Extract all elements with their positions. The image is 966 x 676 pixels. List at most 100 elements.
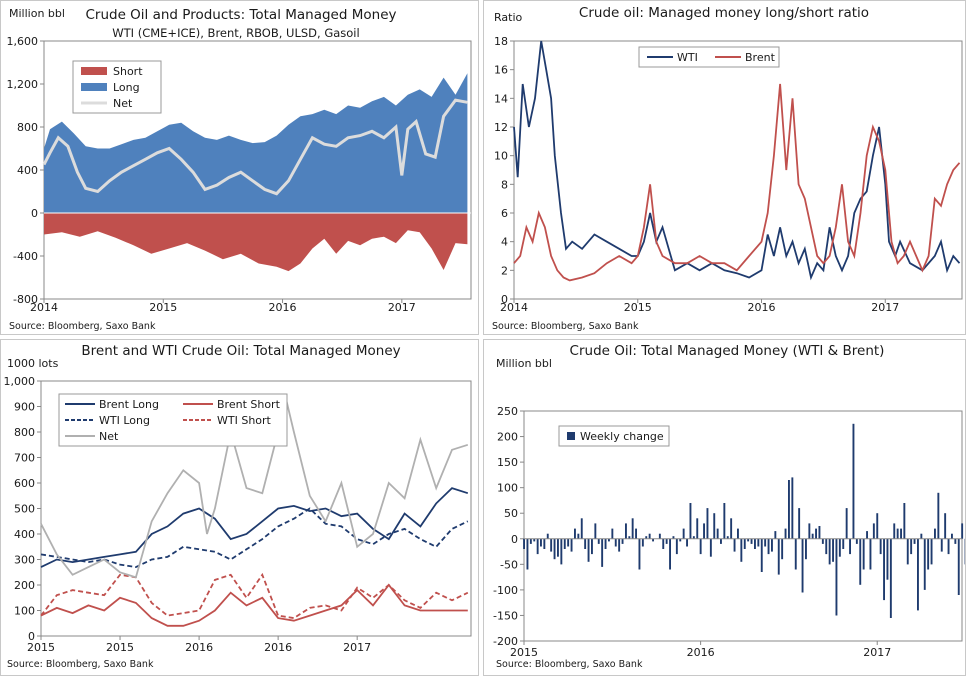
weekly-change-bar	[893, 523, 896, 539]
weekly-change-bar	[947, 538, 950, 555]
y-axis-label: Million bbl	[9, 7, 65, 20]
x-tick-label: 2017	[871, 301, 899, 314]
weekly-change-bar	[889, 538, 892, 618]
x-tick-label: 2016	[748, 301, 776, 314]
chart-subtitle: WTI (CME+ICE), Brent, RBOB, ULSD, Gasoil	[112, 26, 359, 40]
weekly-change-bar	[737, 528, 739, 539]
area-long	[44, 73, 468, 213]
weekly-change-bar	[665, 538, 668, 544]
y-axis-label: Ratio	[494, 11, 523, 24]
weekly-change-bar	[733, 538, 736, 552]
weekly-change-bar	[709, 538, 712, 557]
weekly-change-bar	[608, 538, 610, 542]
weekly-change-bar	[604, 538, 607, 549]
y-tick-label: 6	[501, 207, 508, 220]
weekly-change-bar	[760, 538, 763, 572]
weekly-change-bar	[543, 538, 546, 549]
weekly-change-bar	[540, 538, 542, 547]
panel-brent-wti-managed-money: 1,000 900 800 700 600 500 400 300 200 100 0 2015 201…	[0, 339, 479, 676]
x-tick-label: 2015	[106, 641, 134, 654]
weekly-change-bar	[703, 523, 705, 539]
y-tick-label: 400	[17, 164, 38, 177]
weekly-change-bar	[835, 538, 838, 616]
weekly-change-bar	[849, 538, 851, 555]
area-short	[44, 213, 468, 272]
y-tick-label: 12	[494, 121, 508, 134]
y-tick-label: 16	[494, 64, 508, 77]
weekly-change-bar	[567, 538, 570, 547]
weekly-change-bar	[577, 533, 580, 539]
x-tick-label: 2015	[149, 301, 177, 314]
weekly-change-bar	[597, 538, 600, 544]
weekly-change-bar	[621, 538, 624, 544]
weekly-change-bar	[574, 528, 576, 539]
weekly-change-bar	[777, 538, 780, 575]
weekly-change-bar	[825, 538, 828, 555]
weekly-change-bar	[944, 513, 947, 539]
weekly-change-bar	[706, 508, 709, 539]
weekly-change-bar	[764, 538, 767, 547]
y-tick-label: 100	[497, 482, 518, 495]
weekly-change-bar	[692, 536, 695, 539]
weekly-change-bar	[862, 538, 865, 570]
y-tick-label: 2	[501, 264, 508, 277]
weekly-change-bar	[645, 536, 648, 539]
y-tick-label: 0	[511, 533, 518, 546]
line-net	[42, 98, 468, 196]
weekly-change-bar	[635, 528, 637, 539]
weekly-change-bar	[720, 538, 722, 544]
weekly-change-bar	[801, 538, 804, 593]
weekly-change-bar	[611, 528, 614, 539]
x-tick-label: 2017	[343, 641, 371, 654]
weekly-change-bar	[662, 538, 665, 549]
weekly-change-bar	[614, 538, 617, 547]
weekly-change-bar	[625, 523, 627, 539]
x-tick-label: 2017	[388, 301, 416, 314]
source-note: Source: Bloomberg, Saxo Bank	[7, 659, 154, 670]
weekly-change-bar	[937, 492, 940, 539]
weekly-change-bar	[964, 538, 965, 565]
weekly-change-bar	[794, 538, 797, 570]
weekly-change-bar	[601, 538, 604, 567]
y-tick-label: 150	[497, 456, 518, 469]
legend-swatch-long	[81, 83, 107, 91]
weekly-change-bar	[927, 538, 930, 570]
weekly-change-bar	[940, 538, 943, 552]
weekly-change-bar	[815, 528, 817, 539]
legend-swatch-short	[81, 67, 107, 75]
weekly-change-bar	[757, 538, 760, 547]
weekly-change-bar	[920, 533, 923, 539]
chart-title: Brent and WTI Crude Oil: Total Managed M…	[81, 343, 400, 359]
weekly-change-bar	[845, 508, 848, 539]
legend-box	[558, 425, 670, 447]
weekly-change-bar	[855, 538, 858, 544]
weekly-change-bar	[631, 518, 634, 539]
x-tick-label: 2016	[687, 646, 715, 659]
weekly-change-bar	[859, 538, 862, 585]
weekly-change-bar	[828, 538, 831, 565]
weekly-change-bar	[699, 538, 702, 555]
weekly-change-bar	[754, 538, 756, 549]
weekly-change-bar	[591, 538, 593, 555]
chart-title: Crude Oil: Total Managed Money (WTI & Br…	[570, 343, 885, 359]
y-tick-label: 500	[14, 503, 35, 516]
y-axis-label: Million bbl	[496, 357, 552, 370]
weekly-change-bar	[852, 423, 855, 539]
weekly-change-bar	[584, 538, 587, 549]
weekly-change-bar	[906, 538, 909, 565]
weekly-change-bar	[934, 528, 936, 539]
weekly-change-bar	[910, 538, 913, 555]
legend-label-net: Net	[99, 430, 119, 443]
x-tick-label: 2016	[264, 641, 292, 654]
weekly-change-bar	[896, 528, 899, 539]
weekly-change-bar	[811, 533, 814, 539]
y-tick-label: 1,200	[7, 78, 39, 91]
weekly-change-bar	[638, 538, 641, 570]
weekly-change-bar	[883, 538, 885, 601]
source-note: Source: Bloomberg, Saxo Bank	[496, 659, 643, 670]
weekly-change-bar	[628, 536, 631, 539]
x-tick-label: 2014	[30, 301, 58, 314]
weekly-change-bar	[818, 526, 821, 539]
